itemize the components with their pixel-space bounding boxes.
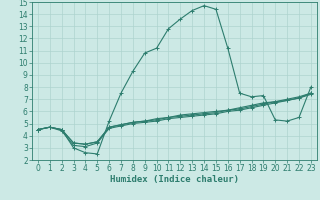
X-axis label: Humidex (Indice chaleur): Humidex (Indice chaleur)	[110, 175, 239, 184]
